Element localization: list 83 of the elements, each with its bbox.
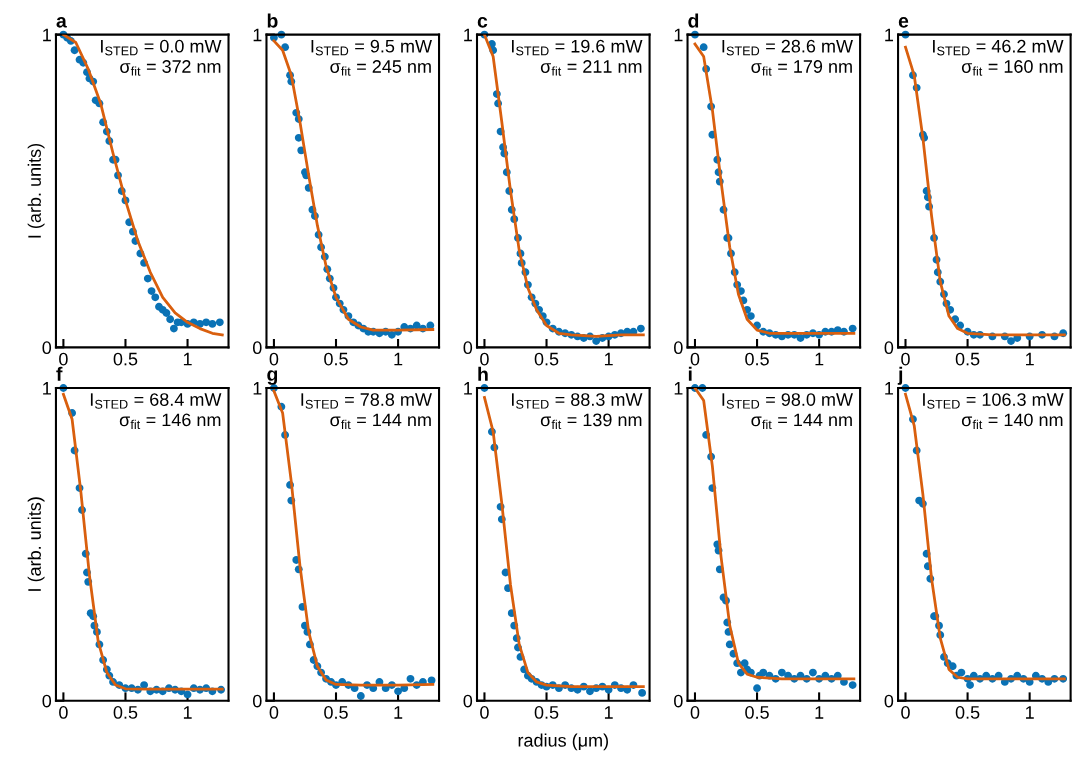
y-tick-label: 1 [464, 28, 472, 42]
x-tick-label: 1 [604, 706, 613, 719]
x-axis-title: radius (μm) [518, 733, 608, 751]
x-tick-label: 0 [480, 352, 489, 366]
annotation: σ$_{fit}$ = 211 nm [540, 60, 642, 76]
x-tick-label: 0 [59, 352, 68, 366]
annotation: I$_{STED}$ = 0.0 mW [101, 39, 222, 56]
annotation: I$_{STED}$ = 28.6 mW [722, 39, 853, 56]
y-tick-label: 1 [43, 28, 51, 42]
chart-title: a [56, 17, 67, 28]
x-tick-label: 0.5 [534, 352, 559, 366]
x-tick-label: 1 [1026, 352, 1034, 366]
annotation: I$_{STED}$ = 78.8 mW [301, 393, 432, 409]
x-tick-label: 0.5 [534, 706, 559, 719]
x-tick-label: 0 [690, 706, 700, 719]
x-tick-label: 1 [394, 706, 403, 719]
x-tick-label: 0 [901, 352, 910, 366]
chart-title: i [688, 366, 692, 381]
x-tick-label: 0 [901, 706, 910, 719]
y-tick-label: 1 [885, 28, 894, 42]
annotation: σ$_{fit}$ = 372 nm [120, 60, 221, 76]
chart-title: f [56, 366, 63, 381]
x-tick-label: 0.5 [955, 352, 980, 366]
annotation: σ$_{fit}$ = 144 nm [751, 413, 852, 430]
annotation: I$_{STED}$ = 98.0 mW [722, 393, 853, 409]
y-tick-label: 0 [884, 341, 894, 355]
y-tick-label: 1 [253, 382, 262, 395]
y-axis-title: I (arb. units) [27, 497, 45, 591]
chart-title: e [898, 17, 909, 28]
x-tick-label: 0 [269, 352, 279, 366]
y-tick-label: 1 [253, 28, 262, 42]
x-tick-label: 1 [394, 352, 403, 366]
y-tick-label: 1 [674, 382, 683, 395]
y-tick-label: 1 [43, 382, 51, 395]
x-tick-label: 1 [183, 706, 192, 719]
x-tick-label: 1 [815, 352, 824, 366]
y-tick-label: 0 [463, 341, 473, 355]
y-tick-label: 0 [884, 694, 894, 708]
y-tick-label: 0 [42, 694, 52, 708]
x-tick-label: 1 [815, 706, 824, 719]
annotation: I$_{STED}$ = 106.3 mW [923, 393, 1064, 409]
x-tick-label: 0 [59, 706, 68, 719]
x-tick-label: 0.5 [113, 352, 138, 366]
x-tick-label: 0.5 [955, 706, 980, 719]
annotation: σ$_{fit}$ = 179 nm [751, 60, 852, 76]
chart-title: g [267, 370, 278, 385]
x-tick-label: 0.5 [324, 706, 348, 719]
x-tick-label: 0.5 [113, 706, 138, 719]
x-tick-label: 0 [480, 706, 489, 719]
y-tick-label: 0 [674, 341, 683, 355]
x-tick-label: 0 [690, 352, 700, 366]
chart-title: j [897, 366, 903, 385]
x-tick-label: 0.5 [745, 352, 769, 366]
y-tick-label: 0 [252, 341, 262, 355]
y-tick-label: 0 [252, 694, 262, 708]
annotation: σ$_{fit}$ = 140 nm [961, 413, 1063, 430]
x-tick-label: 1 [183, 352, 192, 366]
chart-title: c [477, 17, 488, 28]
x-tick-label: 0 [269, 706, 279, 719]
annotation: σ$_{fit}$ = 160 nm [961, 60, 1063, 76]
x-tick-label: 0.5 [324, 352, 348, 366]
y-tick-label: 1 [885, 382, 894, 395]
annotation: σ$_{fit}$ = 245 nm [330, 60, 431, 76]
x-tick-label: 1 [604, 352, 613, 366]
chart-title: b [267, 13, 278, 28]
y-tick-label: 1 [674, 28, 683, 42]
annotation: σ$_{fit}$ = 146 nm [119, 413, 221, 430]
chart-title: d [688, 13, 699, 28]
annotation: I$_{STED}$ = 68.4 mW [90, 393, 222, 409]
annotation: I$_{STED}$ = 46.2 mW [933, 39, 1064, 56]
annotation: σ$_{fit}$ = 144 nm [330, 413, 431, 430]
annotation: σ$_{fit}$ = 139 nm [540, 413, 642, 430]
chart-title: h [478, 366, 488, 381]
y-tick-label: 0 [42, 341, 52, 355]
annotation: I$_{STED}$ = 88.3 mW [511, 393, 643, 409]
y-tick-label: 1 [464, 382, 472, 395]
annotation: I$_{STED}$ = 19.6 mW [511, 39, 643, 56]
annotation: I$_{STED}$ = 9.5 mW [311, 39, 432, 56]
y-tick-label: 0 [674, 694, 683, 708]
x-tick-label: 0.5 [745, 706, 769, 719]
y-axis-title: I (arb. units) [27, 143, 45, 238]
x-tick-label: 1 [1026, 706, 1034, 719]
y-tick-label: 0 [463, 694, 473, 708]
